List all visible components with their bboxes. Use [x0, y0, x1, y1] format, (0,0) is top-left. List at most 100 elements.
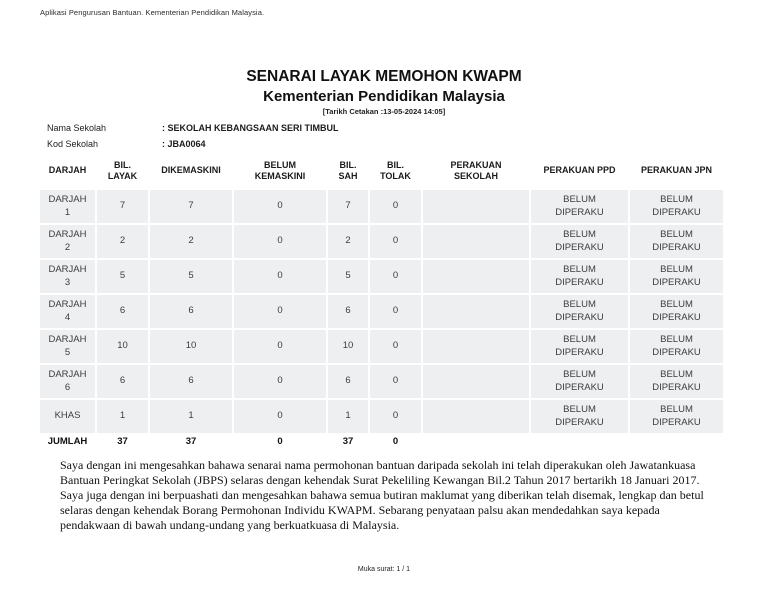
table-cell: 10	[97, 330, 148, 363]
table-cell: 6	[328, 365, 368, 398]
school-name-row: Nama Sekolah : SEKOLAH KEBANGSAAN SERI T…	[47, 120, 339, 136]
table-row: KHAS 1 1 0 1 0 BELUM DIPERAKU BELUM DIPERAKU	[40, 400, 723, 433]
table-cell: 5	[328, 260, 368, 293]
total-cell: 37	[328, 435, 368, 450]
page-number: Muka surat: 1 / 1	[357, 566, 411, 573]
total-cell: 37	[97, 435, 148, 450]
total-cell: 0	[234, 435, 326, 450]
column-header: BELUM KEMASKINI	[234, 154, 326, 188]
table-row: DARJAH 5 10 10 0 10 0 BELUM DIPERAKU BELUM DIPE…	[40, 330, 723, 363]
report-subtitle: Kementerian Pendidikan Malaysia	[263, 88, 505, 105]
table-cell: BELUM DIPERAKU	[630, 260, 723, 293]
column-header: BIL. SAH	[328, 154, 368, 188]
table-cell: BELUM DIPERAKU	[531, 190, 628, 223]
table-cell: BELUM DIPERAKU	[531, 330, 628, 363]
table-cell: BELUM DIPERAKU	[630, 400, 723, 433]
table-cell: 5	[150, 260, 232, 293]
table-row: DARJAH 4 6 6 0 6 0 BELUM DIPERAKU BELUM DIPERAK…	[40, 295, 723, 328]
table-cell: BELUM DIPERAKU	[531, 225, 628, 258]
column-header: PERAKUAN JPN	[630, 154, 723, 188]
table-cell: 0	[234, 400, 326, 433]
table-cell	[423, 295, 529, 328]
table-cell	[423, 225, 529, 258]
table-cell: 0	[234, 225, 326, 258]
table-cell: 0	[234, 190, 326, 223]
eligibility-table: DARJAH BIL. LAYAK DIKEMASKINI BELUM KEMASKI…	[38, 152, 725, 452]
table-cell: DARJAH 1	[40, 190, 95, 223]
table-cell: 0	[234, 260, 326, 293]
table-cell: 0	[370, 260, 421, 293]
table-header-row: DARJAH BIL. LAYAK DIKEMASKINI BELUM KEMASKI…	[40, 154, 723, 188]
table-cell: DARJAH 3	[40, 260, 95, 293]
table-cell: 0	[234, 330, 326, 363]
table-cell: 6	[150, 295, 232, 328]
table-cell: BELUM DIPERAKU	[531, 260, 628, 293]
table-cell	[423, 365, 529, 398]
table-cell: 0	[370, 295, 421, 328]
table-cell: 6	[97, 365, 148, 398]
table-cell: 10	[150, 330, 232, 363]
table-cell: BELUM DIPERAKU	[531, 295, 628, 328]
table-cell: 2	[97, 225, 148, 258]
table-row: DARJAH 6 6 6 0 6 0 BELUM DIPERAKU BELUM DIPERAK…	[40, 365, 723, 398]
column-header: PERAKUAN SEKOLAH	[423, 154, 529, 188]
table-cell: 0	[370, 225, 421, 258]
declaration-paragraph: Saya dengan ini mengesahkan bahawa senar…	[60, 458, 700, 487]
table-cell: BELUM DIPERAKU	[630, 190, 723, 223]
table-cell: 10	[328, 330, 368, 363]
total-cell: 37	[150, 435, 232, 450]
table-cell: 1	[97, 400, 148, 433]
table-cell: BELUM DIPERAKU	[630, 330, 723, 363]
table-cell: 2	[328, 225, 368, 258]
table-cell: 5	[97, 260, 148, 293]
print-date: [Tarikh Cetakan :13-05-2024 14:05]	[322, 107, 446, 116]
total-row: JUMLAH 37 37 0 37 0	[40, 435, 723, 450]
column-header: BIL. TOLAK	[370, 154, 421, 188]
app-title: Aplikasi Pengurusan Bantuan. Kementerian…	[40, 8, 265, 17]
total-cell: 0	[370, 435, 421, 450]
table-cell: 6	[150, 365, 232, 398]
table-cell: BELUM DIPERAKU	[531, 400, 628, 433]
table-cell: 0	[234, 295, 326, 328]
table-cell: 0	[370, 190, 421, 223]
table-row: DARJAH 3 5 5 0 5 0 BELUM DIPERAKU BELUM DIPERAK…	[40, 260, 723, 293]
table-cell: 7	[150, 190, 232, 223]
table-cell	[423, 260, 529, 293]
table-cell: 6	[97, 295, 148, 328]
table-cell: 7	[97, 190, 148, 223]
table-cell: 6	[328, 295, 368, 328]
school-info: Nama Sekolah : SEKOLAH KEBANGSAAN SERI T…	[47, 120, 339, 152]
table-cell: 0	[234, 365, 326, 398]
table-cell	[423, 330, 529, 363]
table-cell	[423, 190, 529, 223]
school-code-value: : JBA0064	[162, 139, 206, 149]
table-cell: DARJAH 2	[40, 225, 95, 258]
table-cell: 0	[370, 365, 421, 398]
school-code-label: Kod Sekolah	[47, 139, 99, 149]
table-cell: KHAS	[40, 400, 95, 433]
table-cell	[423, 400, 529, 433]
declarations: Saya dengan ini mengesahkan bahawa senar…	[60, 458, 710, 533]
table-cell: 1	[150, 400, 232, 433]
table-body: DARJAH 1 7 7 0 7 0 BELUM DIPERAKU BELUM DIPERAK…	[40, 190, 723, 433]
table-cell: 2	[150, 225, 232, 258]
total-cell: JUMLAH	[40, 435, 95, 450]
declaration-paragraph: Saya juga dengan ini berpuashati dan men…	[60, 488, 704, 532]
table-row: DARJAH 1 7 7 0 7 0 BELUM DIPERAKU BELUM DIPERAK…	[40, 190, 723, 223]
table-cell: DARJAH 6	[40, 365, 95, 398]
column-header: DARJAH	[40, 154, 95, 188]
table-cell: BELUM DIPERAKU	[630, 225, 723, 258]
school-name-label: Nama Sekolah	[47, 123, 107, 133]
total-cell	[531, 435, 628, 450]
table-cell: BELUM DIPERAKU	[531, 365, 628, 398]
table-cell: 1	[328, 400, 368, 433]
table-cell: 0	[370, 330, 421, 363]
table-cell: DARJAH 4	[40, 295, 95, 328]
column-header: DIKEMASKINI	[150, 154, 232, 188]
school-name-value: : SEKOLAH KEBANGSAAN SERI TIMBUL	[162, 123, 339, 133]
report-header: SENARAI LAYAK MEMOHON KWAPM Kementerian …	[0, 68, 768, 116]
total-cell	[423, 435, 529, 450]
table-row: DARJAH 2 2 2 0 2 0 BELUM DIPERAKU BELUM DIPERAK…	[40, 225, 723, 258]
school-code-row: Kod Sekolah : JBA0064	[47, 136, 339, 152]
